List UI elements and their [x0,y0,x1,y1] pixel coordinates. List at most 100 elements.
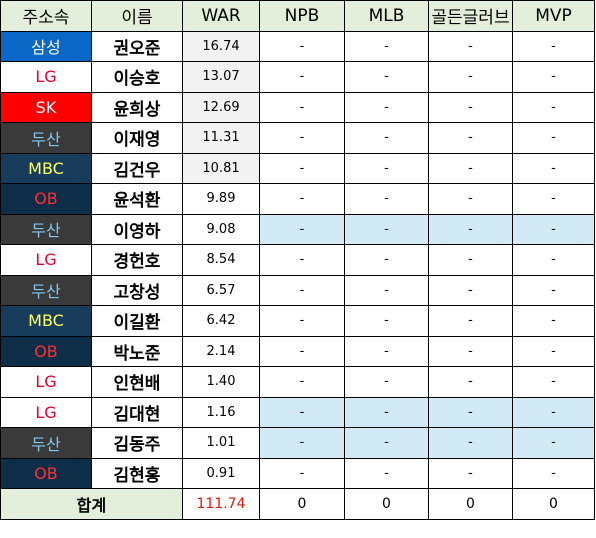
player-name: 김동주 [91,427,183,459]
npb-value: - [259,213,345,245]
total-mlb: 0 [344,488,429,520]
player-name: 이길환 [91,305,183,337]
mlb-value: - [344,457,429,489]
team-cell: LG [0,244,92,276]
mvp-value: - [512,396,595,428]
team-cell: MBC [0,152,92,184]
mvp-value: - [512,61,595,93]
mvp-value: - [512,366,595,398]
npb-value: - [259,152,345,184]
gold-glove-value: - [428,335,513,367]
war-value: 1.01 [182,427,260,459]
table-row: MBC 김건우 10.81 - - - - [0,152,595,184]
war-value: 8.54 [182,244,260,276]
mlb-value: - [344,274,429,306]
table-row: MBC 이길환 6.42 - - - - [0,305,595,337]
gold-glove-value: - [428,396,513,428]
header-row: 주소속 이름 WAR NPB MLB 골든글러브 MVP [0,0,595,32]
player-name: 이승호 [91,61,183,93]
npb-value: - [259,61,345,93]
gold-glove-value: - [428,122,513,154]
mlb-value: - [344,183,429,215]
header-gold-glove: 골든글러브 [428,0,513,32]
mvp-value: - [512,335,595,367]
table-row: 두산 김동주 1.01 - - - - [0,427,595,459]
gold-glove-value: - [428,274,513,306]
total-row: 합계 111.74 0 0 0 0 [0,488,595,520]
total-label: 합계 [0,488,183,520]
war-value: 12.69 [182,91,260,123]
war-value: 10.81 [182,152,260,184]
team-cell: 두산 [0,213,92,245]
mvp-value: - [512,30,595,62]
roster-table: 주소속 이름 WAR NPB MLB 골든글러브 MVP 삼성 권오준 16.7… [0,0,595,520]
player-name: 김현홍 [91,457,183,489]
team-cell: 두산 [0,122,92,154]
player-name: 이영하 [91,213,183,245]
mvp-value: - [512,274,595,306]
team-cell: OB [0,335,92,367]
table-row: 두산 이재영 11.31 - - - - [0,122,595,154]
header-team: 주소속 [0,0,92,32]
player-name: 윤희상 [91,91,183,123]
player-name: 김건우 [91,152,183,184]
mlb-value: - [344,305,429,337]
table-row: 두산 고창성 6.57 - - - - [0,274,595,306]
mlb-value: - [344,30,429,62]
war-value: 1.40 [182,366,260,398]
player-name: 이재영 [91,122,183,154]
war-value: 9.89 [182,183,260,215]
npb-value: - [259,396,345,428]
table-row: SK 윤희상 12.69 - - - - [0,91,595,123]
gold-glove-value: - [428,244,513,276]
npb-value: - [259,427,345,459]
team-cell: 두산 [0,274,92,306]
header-name: 이름 [91,0,183,32]
table-row: LG 이승호 13.07 - - - - [0,61,595,93]
mvp-value: - [512,427,595,459]
team-cell: LG [0,396,92,428]
war-value: 9.08 [182,213,260,245]
player-name: 김대현 [91,396,183,428]
war-value: 1.16 [182,396,260,428]
player-name: 인현배 [91,366,183,398]
team-cell: LG [0,61,92,93]
mlb-value: - [344,152,429,184]
table-row: LG 김대현 1.16 - - - - [0,396,595,428]
player-name: 박노준 [91,335,183,367]
header-npb: NPB [259,0,345,32]
total-npb: 0 [259,488,345,520]
mvp-value: - [512,152,595,184]
table-row: LG 인현배 1.40 - - - - [0,366,595,398]
war-value: 2.14 [182,335,260,367]
mlb-value: - [344,396,429,428]
npb-value: - [259,274,345,306]
gold-glove-value: - [428,305,513,337]
mvp-value: - [512,457,595,489]
team-cell: SK [0,91,92,123]
table-row: OB 박노준 2.14 - - - - [0,335,595,367]
mlb-value: - [344,427,429,459]
gold-glove-value: - [428,30,513,62]
gold-glove-value: - [428,61,513,93]
gold-glove-value: - [428,366,513,398]
gold-glove-value: - [428,183,513,215]
total-gold-glove: 0 [428,488,513,520]
mlb-value: - [344,122,429,154]
war-value: 13.07 [182,61,260,93]
player-name: 윤석환 [91,183,183,215]
mlb-value: - [344,244,429,276]
npb-value: - [259,305,345,337]
player-name: 고창성 [91,274,183,306]
header-war: WAR [182,0,260,32]
war-value: 11.31 [182,122,260,154]
war-value: 16.74 [182,30,260,62]
team-cell: 두산 [0,427,92,459]
npb-value: - [259,244,345,276]
mvp-value: - [512,244,595,276]
npb-value: - [259,91,345,123]
mvp-value: - [512,213,595,245]
npb-value: - [259,30,345,62]
mlb-value: - [344,91,429,123]
mlb-value: - [344,213,429,245]
